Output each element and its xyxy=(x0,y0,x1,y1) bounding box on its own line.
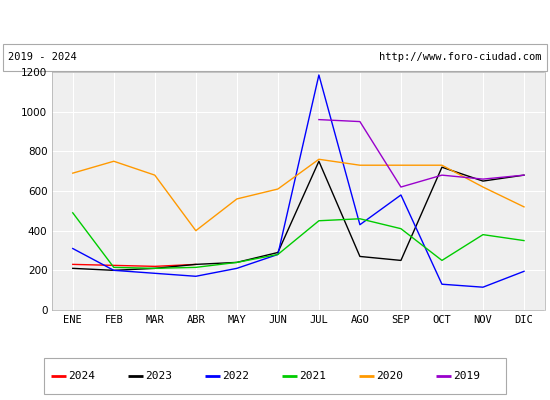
Text: 2020: 2020 xyxy=(376,371,403,381)
Text: 2019 - 2024: 2019 - 2024 xyxy=(8,52,77,62)
Text: Evolucion Nº Turistas Extranjeros en el municipio de Sant Jaume dels Domenys: Evolucion Nº Turistas Extranjeros en el … xyxy=(0,14,550,28)
Text: 2019: 2019 xyxy=(453,371,480,381)
Text: 2021: 2021 xyxy=(299,371,326,381)
Text: 2022: 2022 xyxy=(222,371,249,381)
Text: 2024: 2024 xyxy=(68,371,95,381)
Text: 2023: 2023 xyxy=(145,371,172,381)
Text: http://www.foro-ciudad.com: http://www.foro-ciudad.com xyxy=(379,52,542,62)
